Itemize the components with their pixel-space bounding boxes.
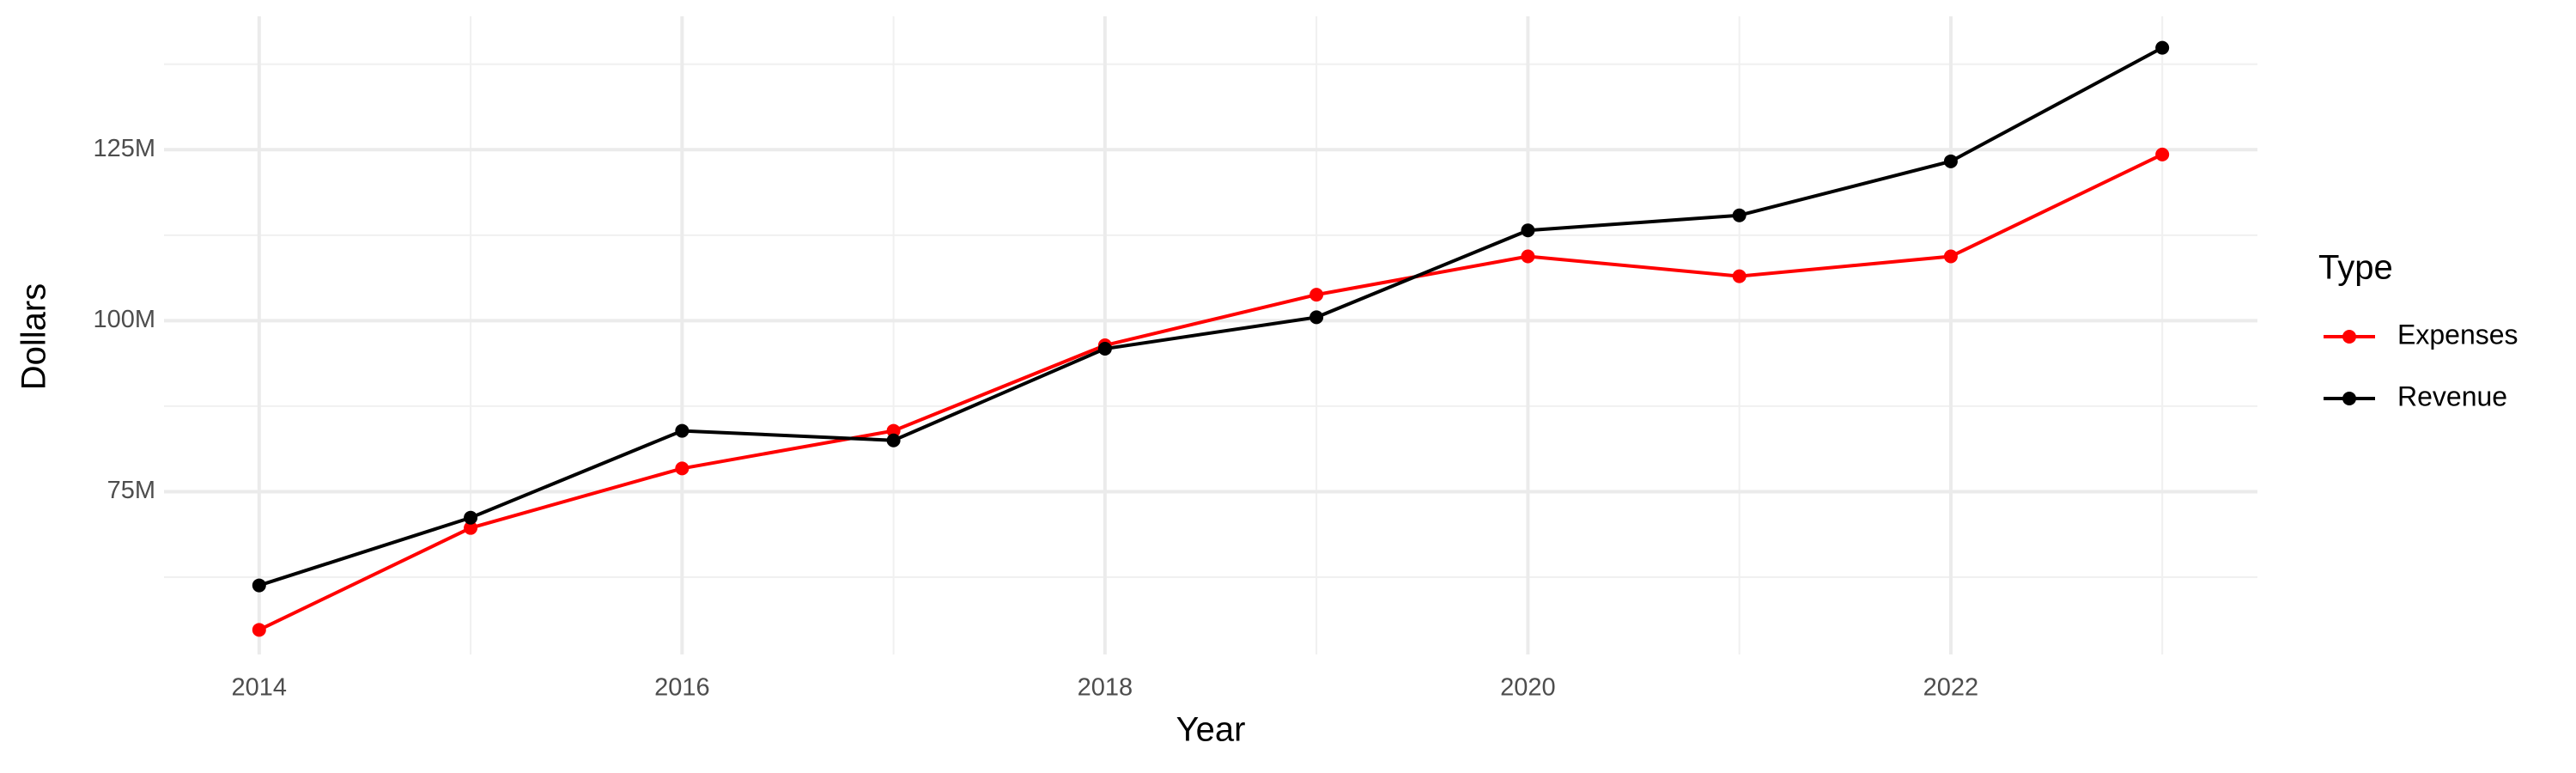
x-tick-label: 2014 — [232, 674, 288, 702]
series-line — [258, 46, 2164, 587]
legend-title: Type — [2318, 249, 2393, 287]
data-point — [1309, 310, 1324, 325]
x-tick-label: 2016 — [654, 674, 710, 702]
data-point — [1309, 288, 1324, 302]
grid — [164, 16, 2257, 654]
series-line — [258, 153, 2164, 632]
data-point — [1943, 154, 1958, 168]
x-axis-title: Year — [1176, 711, 1246, 749]
data-point — [675, 423, 690, 438]
legend-label: Expenses — [2397, 319, 2518, 350]
data-point — [252, 578, 266, 593]
data-point — [1097, 342, 1112, 356]
data-point — [1732, 269, 1747, 283]
data-point — [1943, 249, 1958, 264]
data-point — [1521, 249, 1535, 264]
x-tick-label: 2020 — [1500, 674, 1556, 702]
data-point — [252, 623, 266, 637]
legend-marker — [2342, 330, 2356, 344]
data-point — [1521, 223, 1535, 238]
x-tick-label: 2018 — [1078, 674, 1133, 702]
data-point — [2155, 40, 2170, 55]
data-point — [886, 423, 901, 438]
legend-label: Revenue — [2397, 380, 2507, 411]
y-tick-label: 100M — [93, 306, 155, 333]
y-tick-label: 75M — [107, 477, 155, 504]
data-point — [886, 433, 901, 447]
data-point — [675, 461, 690, 476]
x-tick-label: 2022 — [1923, 674, 1979, 702]
y-tick-label: 125M — [93, 135, 155, 162]
data-point — [464, 520, 478, 535]
data-point — [2155, 147, 2170, 161]
y-axis-title: Dollars — [15, 283, 53, 390]
data-point — [464, 510, 478, 525]
legend-marker — [2342, 392, 2356, 405]
data-point — [1732, 208, 1747, 222]
